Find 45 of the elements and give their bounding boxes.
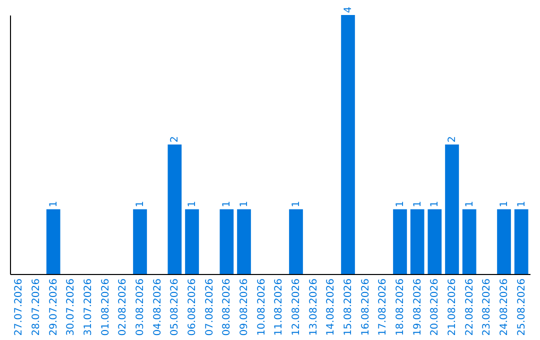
data-label: 2 (447, 136, 458, 142)
x-tick-label: 05.08.2026 (170, 278, 181, 336)
x-tick-label: 04.08.2026 (152, 278, 164, 336)
x-tick-label: 25.08.2026 (516, 278, 528, 336)
x-tick-label: 24.08.2026 (499, 278, 510, 336)
data-label: 1 (48, 200, 60, 208)
x-tick-label: 18.08.2026 (395, 278, 406, 336)
x-tick-label: 30.07.2026 (66, 278, 77, 336)
x-tick-label: 06.08.2026 (187, 278, 198, 336)
data-label: 1 (222, 200, 233, 208)
data-label: 1 (412, 200, 424, 208)
data-label: 1 (291, 200, 302, 208)
data-label: 1 (395, 200, 406, 208)
x-tick-label: 03.08.2026 (135, 278, 146, 336)
x-tick-label: 21.08.2026 (447, 278, 458, 336)
data-label: 1 (516, 200, 528, 208)
data-label: 1 (187, 200, 198, 208)
x-tick-label: 17.08.2026 (378, 278, 389, 336)
x-tick-label: 02.08.2026 (118, 278, 129, 336)
x-tick-label: 27.07.2026 (14, 278, 25, 336)
x-tick-label: 28.07.2026 (31, 278, 42, 336)
data-label: 1 (464, 200, 476, 208)
data-label: 1 (430, 200, 441, 208)
x-tick-label: 13.08.2026 (308, 278, 320, 336)
x-tick-label: 31.07.2026 (83, 278, 94, 336)
x-tick-label: 15.08.2026 (343, 278, 354, 336)
x-tick-label: 16.08.2026 (360, 278, 372, 336)
x-tick-label: 20.08.2026 (430, 278, 441, 336)
x-tick-label: 19.08.2026 (412, 278, 424, 336)
data-label: 2 (170, 136, 181, 142)
x-tick-label: 07.08.2026 (204, 278, 216, 336)
data-label: 1 (499, 200, 510, 208)
data-label: 1 (239, 200, 250, 208)
x-tick-label: 12.08.2026 (291, 278, 302, 336)
x-tick-label: 01.08.2026 (100, 278, 112, 336)
x-tick-label: 10.08.2026 (256, 278, 268, 336)
x-tick-label: 09.08.2026 (239, 278, 250, 336)
x-tick-label: 29.07.2026 (48, 278, 60, 336)
data-label: 4 (343, 6, 354, 13)
x-tick-label: 23.08.2026 (482, 278, 493, 336)
x-tick-label: 11.08.2026 (274, 278, 285, 336)
data-label: 1 (135, 200, 146, 208)
x-tick-label: 08.08.2026 (222, 278, 233, 336)
x-tick-label: 22.08.2026 (464, 278, 476, 336)
x-tick-label: 14.08.2026 (326, 278, 337, 336)
